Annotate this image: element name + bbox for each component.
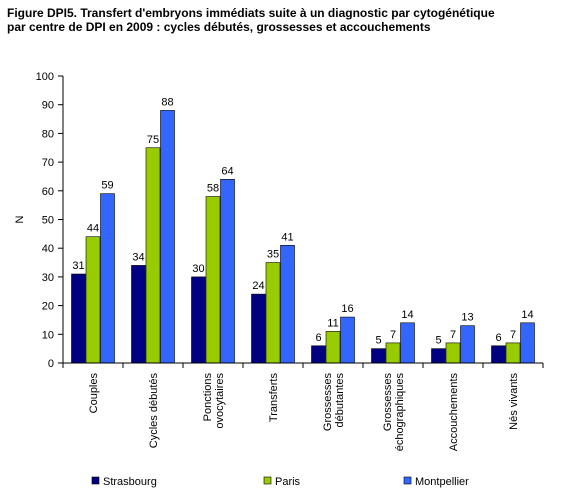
x-tick-label: Nés vivants	[508, 373, 520, 430]
bar	[131, 265, 146, 364]
data-label: 6	[495, 332, 501, 344]
data-label: 58	[207, 183, 219, 195]
x-tick-label: Grossesses	[322, 373, 334, 432]
y-axis-label: N	[14, 215, 26, 223]
y-tick-label: 70	[42, 157, 54, 169]
data-label: 35	[267, 249, 279, 261]
bar	[520, 322, 535, 364]
legend-label: Strasbourg	[103, 476, 157, 488]
y-axis: 0 10 20 30 40 50 60 70 80 90 100 N	[14, 71, 64, 370]
data-label: 16	[341, 303, 353, 315]
y-tick-label: 90	[42, 100, 54, 112]
x-tick-label: Ponctions	[202, 373, 214, 422]
data-label: 75	[147, 134, 159, 146]
y-tick-label: 30	[42, 272, 54, 284]
bar	[205, 196, 221, 364]
data-label: 24	[252, 280, 264, 292]
y-tick-label: 20	[42, 301, 54, 313]
x-tick-label: Transferts	[268, 373, 280, 423]
y-tick-label: 50	[42, 215, 54, 227]
bar	[340, 316, 355, 364]
data-label: 64	[221, 165, 233, 177]
data-label: 31	[72, 260, 84, 272]
x-axis: Couples Cycles débutés Ponctions ovocytaire…	[62, 362, 544, 452]
bar	[100, 193, 115, 364]
legend-label: Paris	[275, 476, 301, 488]
title-line-2: par centre de DPI en 2009 : cycles début…	[7, 20, 431, 34]
data-label: 13	[461, 312, 473, 324]
data-label: 5	[435, 335, 441, 347]
legend: Strasbourg Paris Montpellier	[91, 476, 469, 488]
x-tick-label: ovocytaires	[214, 373, 226, 429]
x-tick-label: Accouchements	[448, 373, 460, 452]
bar	[371, 348, 386, 364]
x-tick-label: échographiques	[394, 373, 406, 452]
bar	[445, 342, 461, 364]
bar	[460, 325, 475, 364]
data-label: 5	[375, 335, 381, 347]
bar	[385, 342, 401, 364]
bar	[145, 147, 161, 364]
y-tick-label: 40	[42, 243, 54, 255]
data-label: 14	[401, 309, 413, 321]
legend-swatch	[91, 476, 100, 485]
data-label: 7	[450, 329, 456, 341]
data-label: 88	[161, 96, 173, 108]
bar	[265, 262, 281, 364]
data-label: 41	[281, 231, 293, 243]
bar	[85, 236, 101, 364]
data-label: 7	[510, 329, 516, 341]
legend-swatch	[403, 476, 412, 485]
title-line-1: Figure DPI5. Transfert d'embryons immédi…	[7, 6, 495, 20]
bar	[280, 245, 295, 364]
x-tick-label: Cycles débutés	[148, 373, 160, 449]
x-tick-label: Couples	[88, 373, 100, 414]
bar	[191, 276, 206, 364]
legend-swatch	[263, 476, 272, 485]
bar	[325, 331, 341, 364]
x-tick-label: Grossesses	[382, 373, 394, 432]
bar	[160, 110, 175, 364]
data-label: 14	[521, 309, 533, 321]
data-label: 44	[87, 223, 99, 235]
y-tick-label: 60	[42, 186, 54, 198]
bar	[431, 348, 446, 364]
data-label: 6	[315, 332, 321, 344]
bar	[220, 179, 235, 364]
y-tick-label: 10	[42, 329, 54, 341]
data-label: 11	[327, 317, 338, 329]
bar	[71, 273, 86, 364]
data-label: 30	[192, 263, 204, 275]
y-tick-label: 0	[48, 358, 54, 370]
bar	[251, 293, 266, 364]
bar	[491, 345, 506, 364]
y-tick-label: 80	[42, 128, 54, 140]
data-label: 7	[390, 329, 396, 341]
bar	[505, 342, 521, 364]
bar	[311, 345, 326, 364]
x-tick-label: débutantes	[334, 373, 346, 428]
legend-label: Montpellier	[415, 476, 469, 488]
bar	[400, 322, 415, 364]
data-label: 59	[101, 180, 113, 192]
data-label: 34	[132, 251, 144, 263]
figure-title: Figure DPI5. Transfert d'embryons immédi…	[7, 6, 563, 34]
y-tick-label: 100	[36, 71, 54, 83]
